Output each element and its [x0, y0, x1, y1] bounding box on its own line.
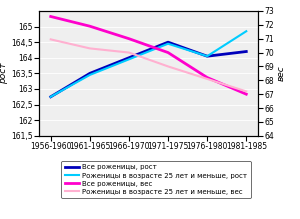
Legend: Все роженицы, рост, Роженицы в возрасте 25 лет и меньше, рост, Все роженицы, вес: Все роженицы, рост, Роженицы в возрасте …	[61, 161, 251, 198]
Y-axis label: вес: вес	[277, 65, 286, 81]
Y-axis label: рост: рост	[0, 63, 8, 84]
